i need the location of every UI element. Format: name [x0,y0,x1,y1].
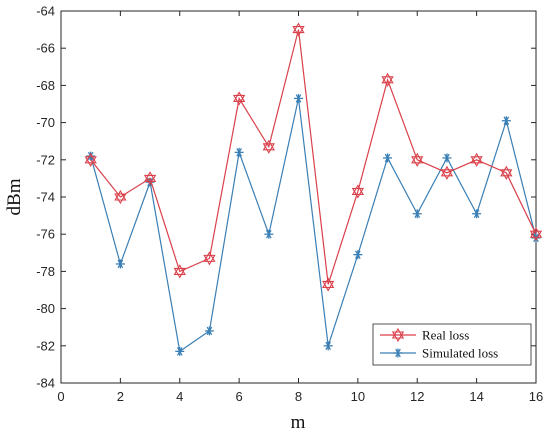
data-point-simulated-loss [442,153,452,163]
y-tick-label: -66 [36,41,55,56]
x-tick-label: 10 [351,389,365,404]
series-line-real-loss [90,29,537,285]
x-tick-label: 0 [57,389,64,404]
y-tick-label: -76 [36,227,55,242]
data-point-real-loss [500,165,513,180]
y-tick-label: -70 [36,115,55,130]
data-point-real-loss [114,189,127,205]
data-point-real-loss [232,91,246,106]
data-point-simulated-loss [204,326,214,336]
x-axis-label: m [291,412,306,433]
x-tick-label: 8 [295,389,302,404]
data-point-simulated-loss [264,229,274,239]
data-point-simulated-loss [234,147,244,157]
y-tick-label: -68 [36,78,55,93]
legend-marker-shape [391,327,405,343]
data-point-real-loss [203,251,216,266]
legend-marker-shape [393,348,403,358]
x-axis-ticks: 0 2 4 6 8 10 12 14 16 [57,11,543,404]
data-point-simulated-loss [472,209,482,219]
data-point-simulated-loss [294,93,303,103]
data-point-real-loss [470,152,483,167]
data-point-simulated-loss [353,250,363,260]
data-point-real-loss [143,171,157,186]
x-tick-label: 4 [176,389,183,404]
y-tick-label: -72 [36,152,55,167]
data-point-simulated-loss [383,153,393,163]
legend-marker-real [391,327,405,343]
data-point-simulated-loss [115,259,125,269]
data-point-simulated-loss [323,341,333,351]
series-line-simulated-loss [90,98,537,353]
data-point-real-loss [173,264,186,279]
data-point-real-loss [529,227,543,242]
x-tick-label: 12 [410,389,424,404]
y-tick-label: -78 [36,264,55,279]
y-axis-ticks: -64 -66 -68 -70 -72 -74 -76 -78 -80 -82 -84 [36,4,536,391]
legend-marker-simulated [393,348,403,358]
data-point-real-loss [322,277,335,292]
data-point-real-loss [381,72,394,87]
series-layer [84,22,543,356]
y-axis-label: dBm [4,178,25,215]
y-tick-label: -64 [36,4,55,19]
data-point-simulated-loss [175,346,185,356]
data-point-real-loss [262,139,275,154]
legend-label-real: Real loss [422,328,469,343]
plot-area [60,10,537,384]
data-point-simulated-loss [412,209,422,219]
data-point-real-loss [440,165,454,180]
x-tick-label: 16 [529,389,543,404]
y-tick-label: -80 [36,301,55,316]
y-tick-label: -74 [36,190,55,205]
data-point-simulated-loss [501,116,511,126]
x-tick-label: 6 [236,389,243,404]
y-tick-label: -84 [36,376,55,391]
data-point-real-loss [351,184,365,199]
y-tick-label: -82 [36,338,55,353]
legend-label-simulated: Simulated loss [422,346,498,361]
data-point-simulated-loss [531,233,541,243]
data-point-real-loss [84,152,97,167]
x-tick-label: 14 [469,389,483,404]
x-tick-label: 2 [117,389,124,404]
legend: Real loss Simulated loss [372,323,532,366]
data-point-real-loss [411,152,424,167]
data-point-real-loss [292,22,305,37]
